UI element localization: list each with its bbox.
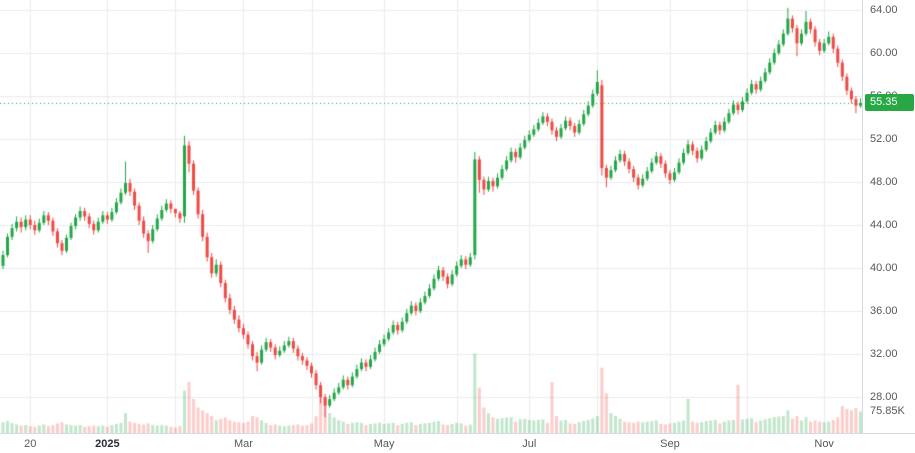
- price-axis[interactable]: 55.35 75.85K 64.0060.0056.0052.0048.0044…: [862, 0, 915, 433]
- price-tick-label: 44.00: [870, 218, 898, 231]
- time-tick-label: Mar: [233, 438, 253, 450]
- volume-axis-label: 75.85K: [870, 404, 905, 417]
- time-tick-label: Sep: [660, 438, 680, 450]
- time-tick-label: 20: [24, 438, 37, 450]
- price-tick-label: 40.00: [870, 261, 898, 274]
- chart-plot-canvas[interactable]: [0, 0, 862, 433]
- time-tick-label: Nov: [814, 438, 834, 450]
- price-tick-label: 36.00: [870, 304, 898, 317]
- price-tick-label: 52.00: [870, 132, 898, 145]
- price-tick-label: 60.00: [870, 46, 898, 59]
- price-tick-label: 32.00: [870, 347, 898, 360]
- time-tick-label: 2025: [95, 438, 120, 450]
- time-tick-label: May: [373, 438, 395, 450]
- last-price-badge: 55.35: [865, 93, 914, 111]
- price-tick-label: 64.00: [870, 3, 898, 16]
- time-axis[interactable]: 20 2025 Mar May Jul Sep Nov: [0, 433, 915, 453]
- price-tick-label: 48.00: [870, 175, 898, 188]
- time-tick-label: Jul: [522, 438, 537, 450]
- price-tick-label: 28.00: [870, 390, 898, 403]
